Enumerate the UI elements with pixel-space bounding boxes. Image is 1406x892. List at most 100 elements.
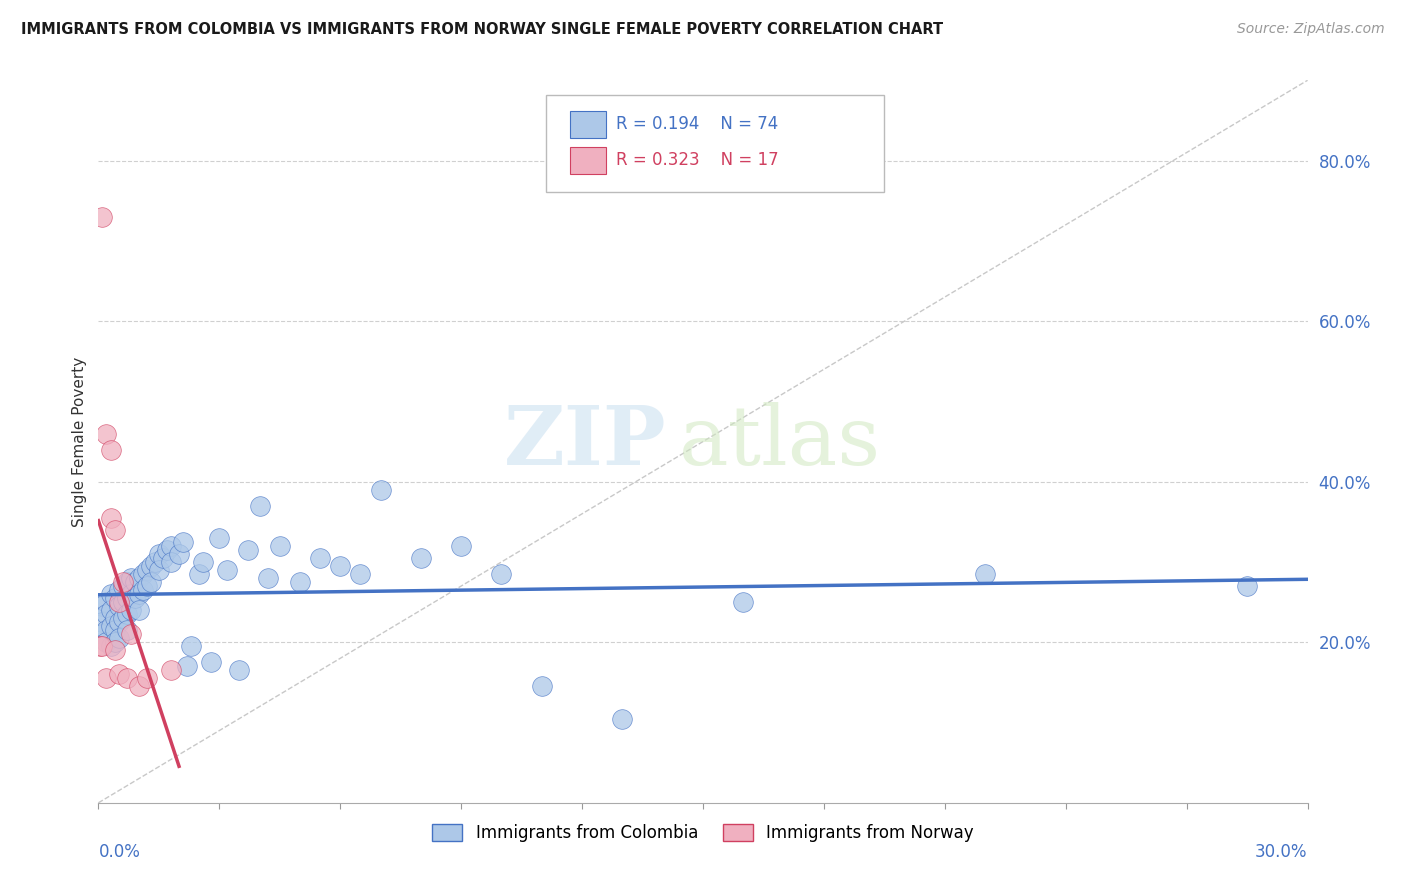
- Point: [100, 603, 122, 617]
- Point: [115, 574, 138, 589]
- FancyBboxPatch shape: [546, 95, 884, 193]
- Point: [180, 639, 202, 653]
- Point: [167, 547, 190, 561]
- Point: [100, 619, 122, 633]
- Point: [172, 534, 194, 549]
- FancyBboxPatch shape: [569, 147, 606, 174]
- Point: [120, 603, 142, 617]
- Text: atlas: atlas: [679, 401, 882, 482]
- Point: [160, 664, 183, 678]
- Point: [107, 632, 129, 646]
- Point: [96, 607, 118, 621]
- Point: [217, 563, 239, 577]
- Point: [100, 510, 122, 524]
- Point: [96, 623, 118, 637]
- Point: [96, 671, 118, 685]
- Point: [107, 667, 129, 681]
- Point: [288, 574, 311, 589]
- Point: [160, 539, 183, 553]
- Point: [135, 563, 157, 577]
- Point: [256, 571, 278, 585]
- Point: [208, 531, 231, 545]
- Point: [409, 550, 432, 566]
- Point: [530, 680, 553, 694]
- Point: [107, 615, 129, 630]
- Point: [91, 615, 114, 630]
- Text: IMMIGRANTS FROM COLOMBIA VS IMMIGRANTS FROM NORWAY SINGLE FEMALE POVERTY CORRELA: IMMIGRANTS FROM COLOMBIA VS IMMIGRANTS F…: [21, 22, 943, 37]
- Point: [160, 555, 183, 569]
- Point: [188, 567, 211, 582]
- Point: [107, 583, 129, 598]
- Text: 0.0%: 0.0%: [98, 843, 141, 861]
- Point: [132, 567, 155, 582]
- Point: [96, 635, 118, 649]
- Point: [103, 611, 125, 625]
- Point: [115, 591, 138, 605]
- Point: [91, 599, 114, 614]
- Point: [128, 603, 150, 617]
- Point: [269, 539, 291, 553]
- Point: [139, 558, 162, 574]
- Point: [193, 555, 215, 569]
- Point: [135, 579, 157, 593]
- Point: [96, 595, 118, 609]
- Point: [139, 574, 162, 589]
- Point: [120, 587, 142, 601]
- Point: [100, 442, 122, 457]
- Text: ZIP: ZIP: [505, 401, 666, 482]
- Point: [156, 542, 179, 557]
- Point: [111, 574, 134, 589]
- Point: [120, 627, 142, 641]
- Point: [91, 627, 114, 641]
- Point: [103, 635, 125, 649]
- Point: [115, 623, 138, 637]
- Point: [329, 558, 352, 574]
- Legend: Immigrants from Colombia, Immigrants from Norway: Immigrants from Colombia, Immigrants fro…: [426, 817, 980, 848]
- Point: [612, 712, 634, 726]
- Point: [491, 567, 513, 582]
- Point: [103, 623, 125, 637]
- Point: [236, 542, 259, 557]
- Point: [96, 426, 118, 441]
- Point: [309, 550, 332, 566]
- Point: [107, 599, 129, 614]
- Point: [89, 639, 111, 653]
- Point: [249, 499, 271, 513]
- Point: [103, 643, 125, 657]
- FancyBboxPatch shape: [569, 111, 606, 138]
- Point: [148, 547, 170, 561]
- Point: [349, 567, 371, 582]
- Point: [103, 523, 125, 537]
- Point: [143, 555, 166, 569]
- Point: [124, 574, 146, 589]
- Point: [111, 579, 134, 593]
- Point: [450, 539, 472, 553]
- Point: [115, 671, 138, 685]
- Point: [148, 563, 170, 577]
- Point: [132, 583, 155, 598]
- Point: [100, 587, 122, 601]
- Point: [135, 671, 157, 685]
- Point: [120, 571, 142, 585]
- Point: [1236, 579, 1258, 593]
- Point: [128, 680, 150, 694]
- Point: [152, 550, 174, 566]
- Point: [115, 607, 138, 621]
- Point: [111, 595, 134, 609]
- Point: [228, 664, 250, 678]
- Text: 30.0%: 30.0%: [1256, 843, 1308, 861]
- Point: [91, 210, 114, 224]
- Point: [124, 591, 146, 605]
- Point: [103, 591, 125, 605]
- Text: R = 0.194    N = 74: R = 0.194 N = 74: [616, 115, 778, 133]
- Point: [91, 639, 114, 653]
- Point: [974, 567, 997, 582]
- Point: [107, 595, 129, 609]
- Point: [370, 483, 392, 497]
- Point: [100, 639, 122, 653]
- Point: [111, 611, 134, 625]
- Point: [128, 571, 150, 585]
- Point: [128, 587, 150, 601]
- Point: [176, 659, 198, 673]
- Text: R = 0.323    N = 17: R = 0.323 N = 17: [616, 152, 779, 169]
